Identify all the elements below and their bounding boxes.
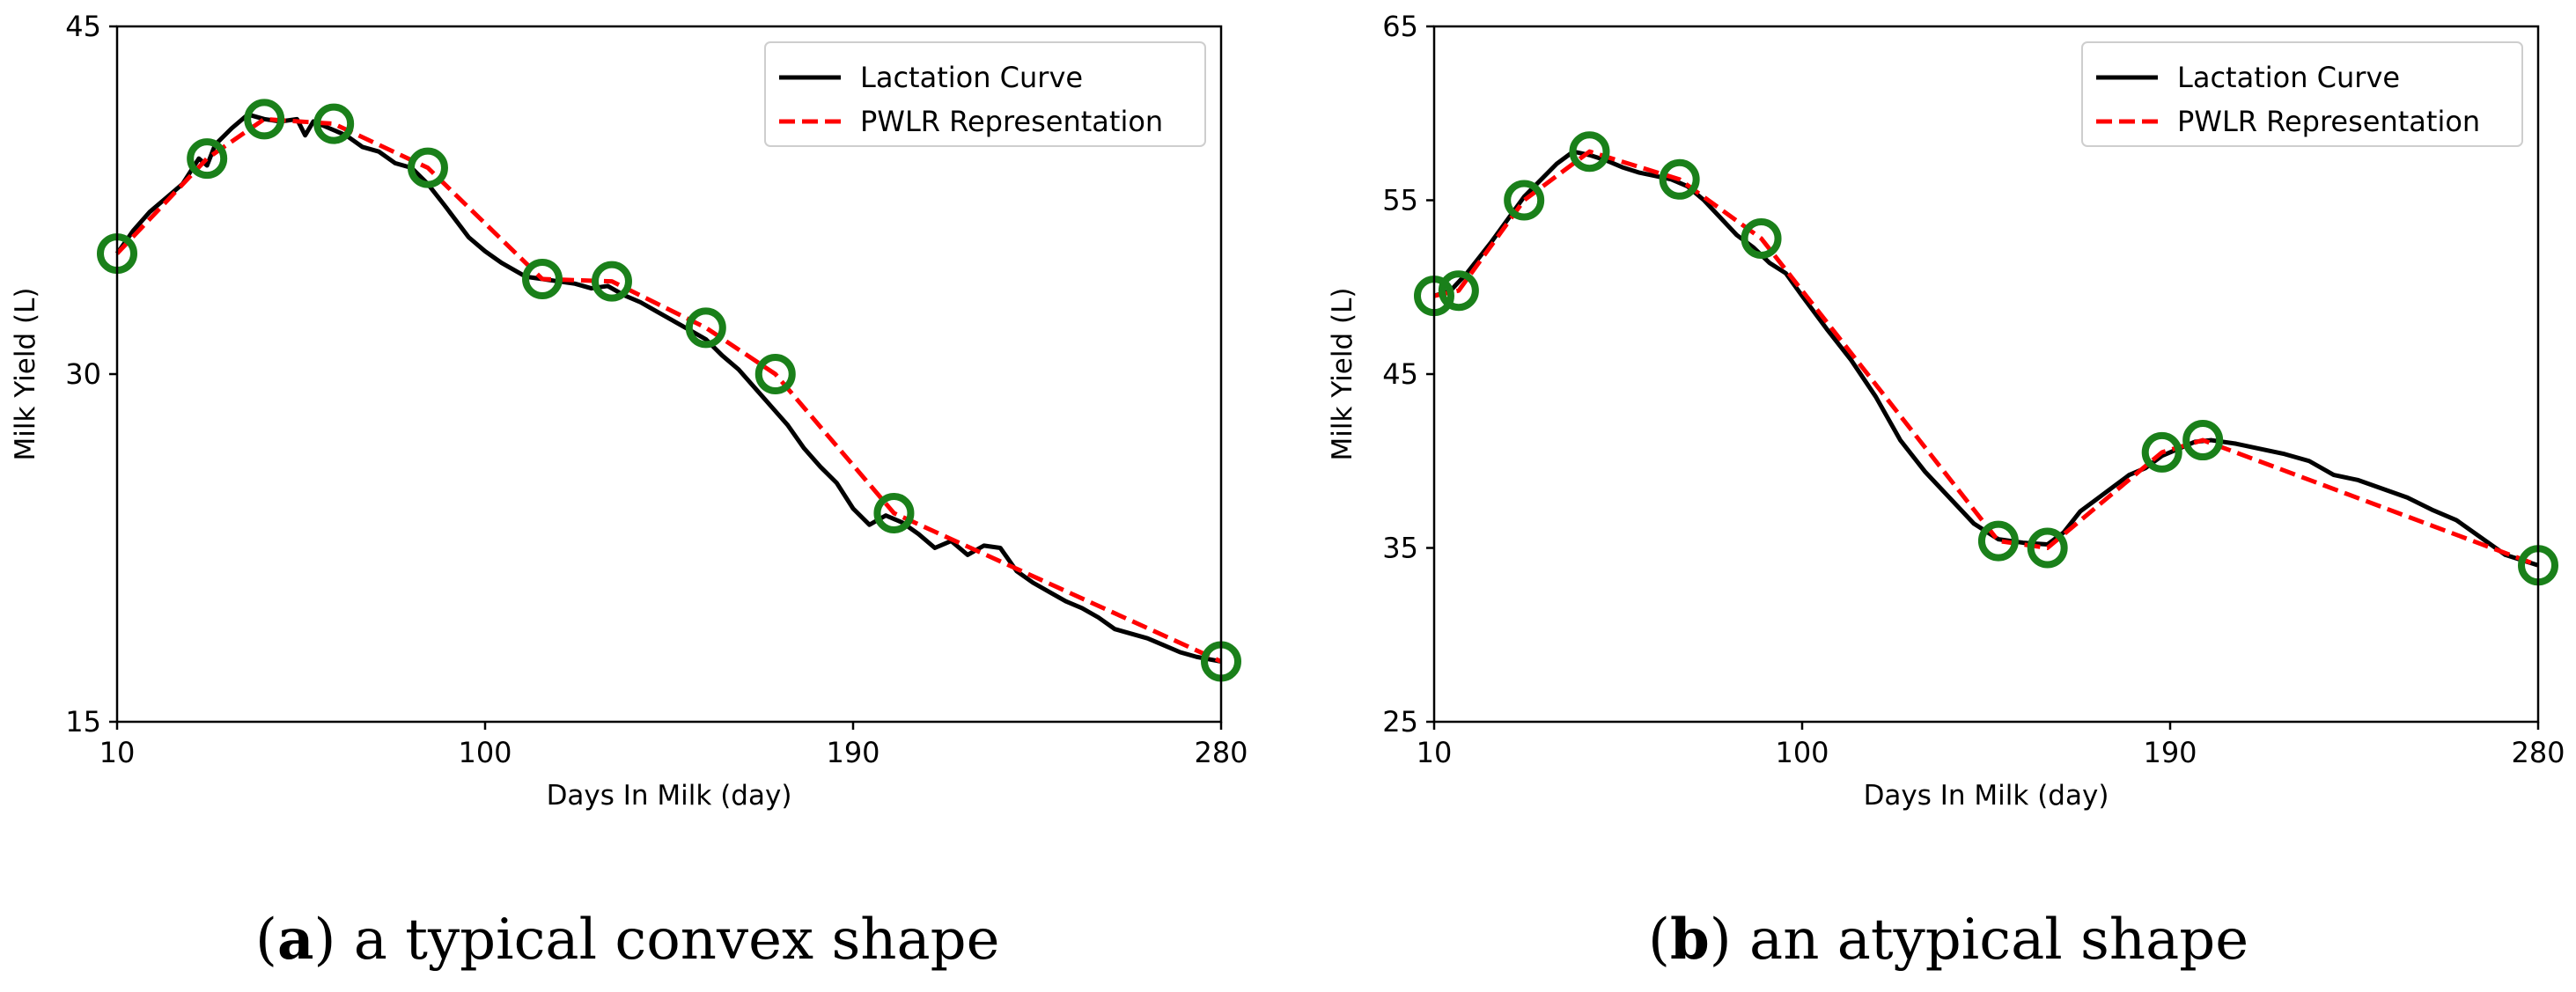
panel-b-breakpoint-3: [1569, 131, 1610, 173]
panel-b-breakpoint-6: [1977, 520, 2019, 562]
panel-a-legend-label-0: Lactation Curve: [860, 61, 1083, 94]
panel-b-breakpoint-2: [1504, 180, 1545, 221]
panel-a-ytick-label-45: 45: [65, 10, 101, 43]
panel-b-legend-label-1: PWLR Representation: [2177, 105, 2480, 138]
panel-a-ylabel: Milk Yield (L): [10, 288, 41, 461]
panel-b-ylabel: Milk Yield (L): [1327, 288, 1358, 461]
panel-b-xtick-label-100: 100: [1775, 736, 1829, 769]
panel-b-lactation-curve-line: [1433, 149, 2539, 568]
panel-a-breakpoint-2: [244, 99, 285, 140]
panel-a-legend-box: [764, 41, 1206, 147]
panel-b-breakpoint-5: [1741, 217, 1782, 259]
panel-b-ytick-label-45: 45: [1382, 357, 1418, 391]
panel-b-legend-label-0: Lactation Curve: [2177, 61, 2400, 94]
panel-b-breakpoint-1: [1438, 270, 1479, 312]
panel-b-ytick-label-55: 55: [1382, 184, 1418, 217]
panel-b-breakpoint-8: [2141, 431, 2182, 473]
panel-a-breakpoint-5: [522, 259, 563, 300]
caption-b-text: an atypical shape: [1749, 907, 2249, 973]
panel-a-xtick-label-190: 190: [826, 736, 880, 769]
panel-b-pwlr-representation-line: [1433, 149, 2539, 568]
panel-a-xtick-label-280: 280: [1194, 736, 1248, 769]
panel-b-legend-box: [2081, 41, 2523, 147]
panel-b-ytick-label-65: 65: [1382, 10, 1418, 43]
caption-b: (b) an atypical shape: [1648, 907, 2249, 973]
caption-a-letter: a: [276, 907, 314, 973]
panel-b-xtick-label-190: 190: [2143, 736, 2197, 769]
panel-a-breakpoint-4: [407, 147, 448, 188]
caption-a-text: a typical convex shape: [353, 907, 1000, 973]
panel-b-breakpoint-9: [2182, 420, 2224, 461]
panel-a-chart: 10 100 190 280 15 30 45 Days In Milk (day) Milk …: [10, 10, 1248, 812]
panel-a-xtick-label-100: 100: [458, 736, 512, 769]
panel-b-chart: 10 100 190 280 25 35 45 55 65 Days In Milk (day) M…: [1327, 10, 2565, 812]
panel-a-pwlr-representation-line: [115, 116, 1223, 664]
panel-a-breakpoint-7: [685, 307, 726, 349]
panel-a-breakpoint-8: [754, 354, 796, 394]
panel-b-breakpoint-7: [2027, 527, 2068, 569]
panel-a-breakpoint-1: [187, 138, 228, 180]
panel-a-breakpoint-3: [313, 103, 355, 144]
panel-a-breakpoint-9: [873, 493, 915, 533]
panel-a-legend-label-1: PWLR Representation: [860, 105, 1163, 138]
panel-a-ytick-label-30: 30: [65, 357, 101, 391]
panel-a-breakpoint-6: [591, 261, 632, 302]
panel-a-xlabel: Days In Milk (day): [547, 780, 792, 812]
panel-b-xlabel: Days In Milk (day): [1864, 780, 2109, 812]
panel-b-xtick-label-280: 280: [2511, 736, 2565, 769]
panel-b-ytick-label-25: 25: [1382, 705, 1418, 738]
panel-a-ytick-label-15: 15: [65, 705, 101, 738]
panel-a-xtick-label-10: 10: [99, 736, 136, 769]
panel-b-breakpoint-4: [1659, 158, 1700, 200]
panel-b-ytick-label-35: 35: [1382, 532, 1418, 565]
caption-a: (a) a typical convex shape: [255, 907, 1000, 973]
caption-b-letter: b: [1669, 907, 1710, 973]
panel-a-lactation-curve-line: [114, 112, 1222, 664]
panel-b-xtick-label-10: 10: [1417, 736, 1453, 769]
